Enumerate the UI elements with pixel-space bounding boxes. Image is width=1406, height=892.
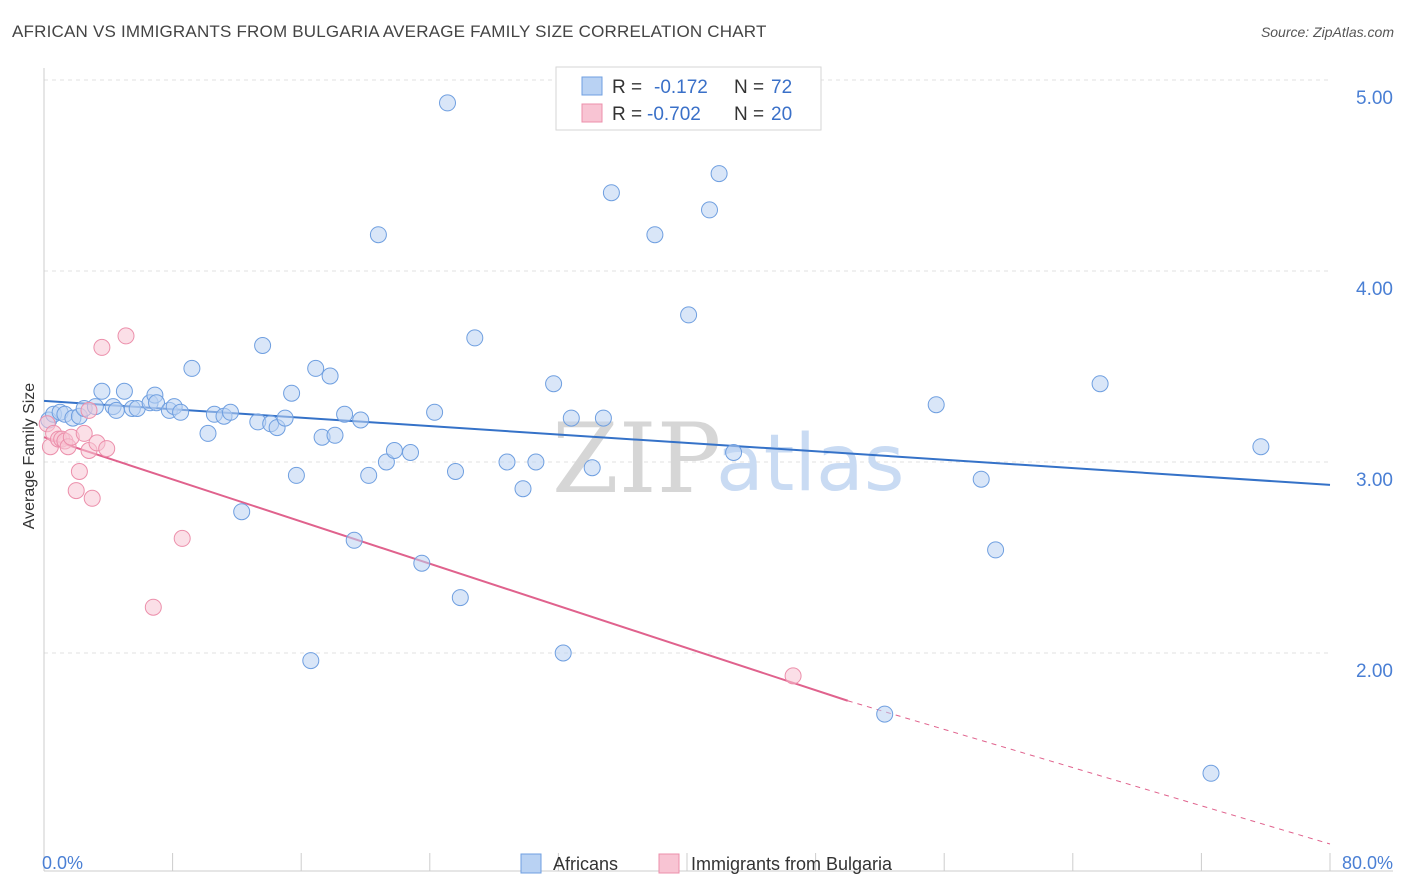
africans-point-25 (233, 503, 251, 521)
legend: R = -0.172 N = 72 R = -0.702 N = 20 (555, 66, 822, 131)
chart-title: AFRICAN VS IMMIGRANTS FROM BULGARIA AVER… (12, 22, 767, 41)
africans-point-47 (426, 403, 444, 421)
africans-point-63 (701, 201, 718, 219)
africans-point-69 (987, 541, 1005, 559)
africans-point-20 (183, 359, 201, 377)
legend-swatch-africans (581, 76, 603, 96)
africans-point-44 (385, 442, 403, 459)
africans-point-61 (646, 226, 664, 244)
africans-point-68 (972, 470, 990, 488)
africans-point-50 (451, 589, 469, 607)
africans-point-10 (107, 401, 125, 419)
watermark-atlas: atlas (716, 419, 905, 509)
africans-point-54 (527, 453, 545, 471)
data-points (38, 94, 1270, 782)
africans-point-38 (336, 405, 354, 423)
bulgaria-point-13 (83, 489, 101, 507)
africans-point-52 (498, 453, 516, 471)
africans-point-58 (583, 459, 601, 477)
bottom-legend: Africans Immigrants from Bulgaria (520, 853, 893, 874)
africans-point-71 (1202, 764, 1220, 782)
africans-point-51 (466, 329, 484, 347)
africans-point-45 (402, 444, 419, 461)
africans-point-21 (199, 424, 217, 442)
africans-point-65 (725, 444, 743, 461)
bulgaria-point-20 (784, 667, 802, 685)
africans-point-67 (927, 396, 945, 414)
x-tick-label-max: 80.0% (1342, 853, 1393, 873)
bulgaria-point-18 (144, 598, 162, 616)
africans-point-55 (545, 375, 563, 393)
africans-point-66 (876, 705, 894, 723)
africans-point-34 (307, 359, 325, 377)
bulgaria-point-15 (93, 338, 111, 356)
bulgaria-point-19 (173, 529, 191, 547)
watermark: ZIP atlas (552, 403, 905, 515)
africans-point-70 (1091, 375, 1109, 393)
africans-point-41 (360, 466, 378, 484)
africans-point-24 (222, 403, 239, 421)
y-tick-label-4: 4.00 (1356, 279, 1393, 300)
africans-point-8 (93, 382, 111, 400)
africans-point-56 (554, 644, 572, 662)
legend-n-label-africans: N = (734, 77, 764, 98)
africans-point-49 (447, 463, 464, 480)
africans-point-72 (1252, 438, 1270, 456)
source-credit: Source: ZipAtlas.com (1260, 24, 1394, 40)
africans-point-42 (369, 226, 387, 244)
legend-n-value-africans: 72 (771, 77, 792, 98)
bulgaria-point-16 (98, 440, 116, 458)
africans-point-40 (352, 411, 370, 429)
legend-swatch-bulgaria (581, 103, 603, 123)
trend-line-bulgaria (43, 436, 849, 702)
legend-n-value-bulgaria: 20 (771, 104, 792, 125)
y-tick-label-2: 2.00 (1356, 661, 1393, 682)
grid-lines (44, 79, 1330, 654)
bulgaria-point-17 (117, 327, 135, 345)
y-axis-label: Average Family Size (21, 383, 38, 530)
legend-n-label-bulgaria: N = (734, 104, 764, 125)
y-tick-label-3: 3.00 (1356, 470, 1393, 491)
bulgaria-point-10 (75, 424, 93, 442)
bulgaria-point-8 (67, 482, 85, 500)
axes (43, 68, 1393, 872)
africans-point-46 (413, 554, 431, 572)
trend-line-bulgaria-extension (847, 700, 1331, 845)
bulgaria-point-9 (70, 463, 88, 480)
legend-r-label-africans: R = (612, 77, 642, 98)
africans-point-11 (115, 382, 133, 400)
africans-point-19 (172, 403, 190, 421)
africans-point-30 (276, 409, 294, 427)
africans-point-59 (594, 409, 612, 427)
bulgaria-point-11 (80, 401, 98, 419)
africans-point-37 (326, 426, 344, 444)
legend-r-label-bulgaria: R = (612, 104, 642, 125)
x-tick-label-min: 0.0% (42, 853, 83, 873)
africans-point-33 (302, 652, 320, 670)
africans-point-62 (680, 306, 698, 324)
africans-point-27 (254, 337, 272, 354)
africans-point-64 (710, 165, 728, 183)
africans-point-53 (514, 480, 532, 498)
africans-point-36 (321, 367, 339, 385)
africans-point-60 (602, 184, 620, 202)
legend-r-value-bulgaria: -0.702 (647, 104, 701, 125)
africans-point-31 (283, 384, 301, 402)
y-tick-label-5: 5.00 (1356, 88, 1393, 109)
africans-point-32 (287, 466, 305, 484)
bottom-legend-swatch-bulgaria (658, 853, 680, 874)
africans-point-39 (345, 531, 363, 549)
legend-r-value-africans: -0.172 (654, 77, 708, 98)
africans-point-57 (562, 409, 580, 427)
bottom-legend-swatch-africans (520, 853, 542, 874)
watermark-zip: ZIP (552, 403, 721, 515)
africans-point-16 (148, 394, 165, 412)
bottom-legend-label-bulgaria: Immigrants from Bulgaria (691, 854, 893, 874)
africans-point-48 (439, 94, 456, 112)
bottom-legend-label-africans: Africans (553, 854, 618, 874)
